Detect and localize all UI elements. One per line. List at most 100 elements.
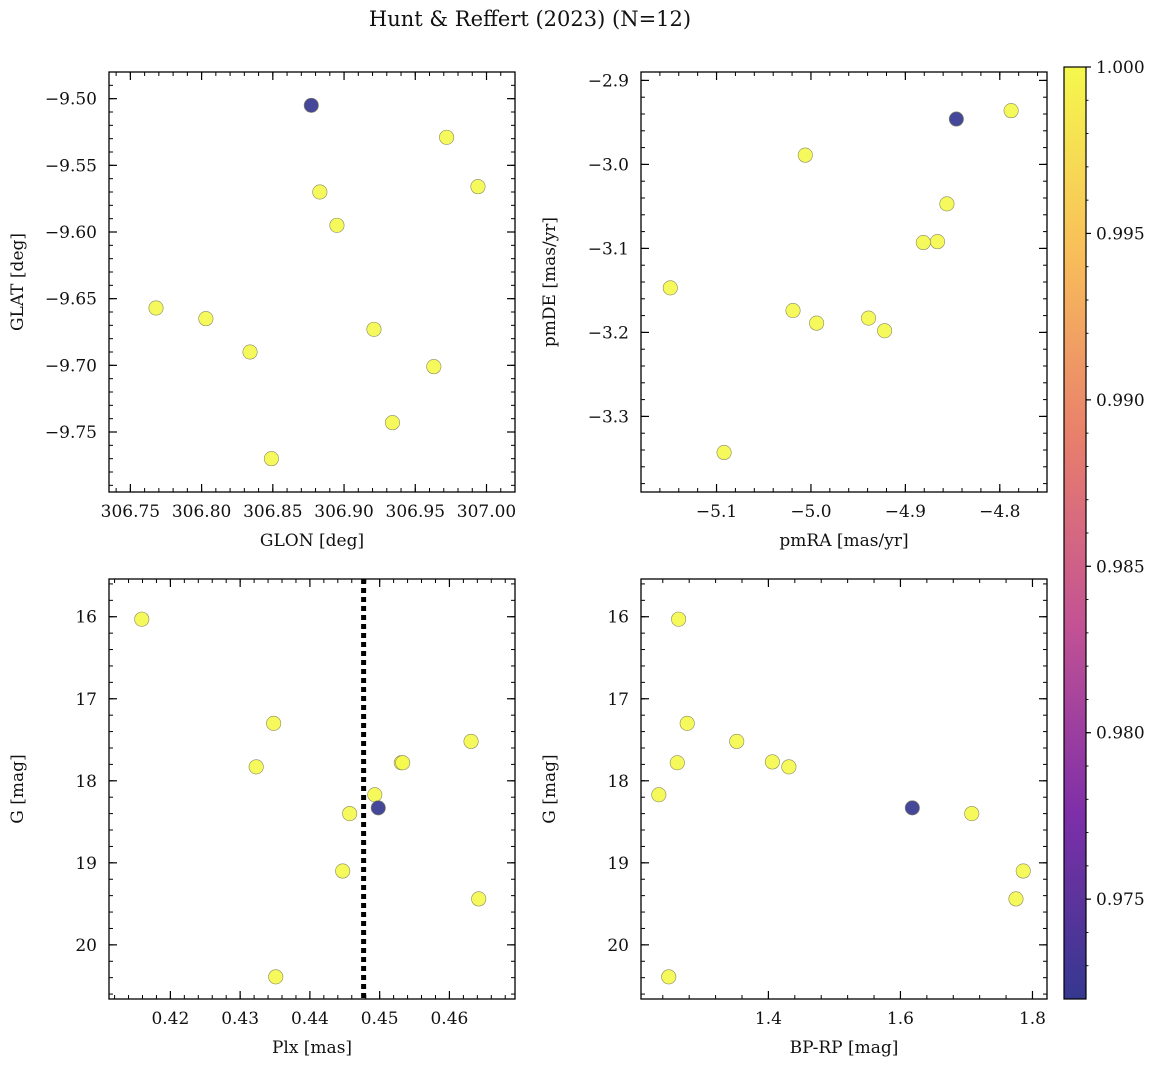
data-point [781, 759, 797, 775]
x-tick-label: −5.1 [696, 502, 737, 522]
plot-frame [108, 578, 516, 1000]
x-tick-label: −4.9 [885, 502, 926, 522]
data-point [329, 217, 345, 233]
x-tick-label: 1.6 [887, 1009, 914, 1029]
y-tick-label: 19 [607, 854, 629, 874]
y-tick-label: 17 [607, 690, 629, 710]
data-point [463, 733, 479, 749]
data-point [471, 891, 487, 907]
y-tick-label: 20 [75, 936, 97, 956]
colorbar-gradient [1063, 66, 1087, 1000]
y-tick-label: −3.3 [588, 407, 629, 427]
y-tick-label: −2.9 [588, 71, 629, 91]
y-tick-label: −9.60 [45, 223, 97, 243]
x-tick-label: 0.45 [361, 1009, 399, 1029]
data-point [268, 969, 284, 985]
data-point [335, 863, 351, 879]
x-axis-label: BP-RP [mag] [790, 1038, 899, 1058]
data-point [669, 755, 685, 771]
data-point [1015, 863, 1031, 879]
data-point [915, 235, 931, 251]
data-point [134, 611, 150, 627]
panel-plx-mag: 0.42 0.43 0.44 0.45 0.46 16 17 18 19 20 Plx [mas] G… [8, 578, 516, 1058]
data-point [764, 754, 780, 770]
y-tick-label: −3.0 [588, 155, 629, 175]
data-point [809, 315, 825, 331]
x-tick-label: −5.0 [790, 502, 831, 522]
panels: 306.75 306.80 306.85 306.90 306.95 307.00 −9.5… [8, 71, 1048, 1058]
data-point [651, 787, 667, 803]
data-point [861, 310, 877, 326]
plot-frame [640, 578, 1048, 1000]
y-axis-label: G [mag] [540, 754, 560, 823]
data-point [671, 611, 687, 627]
data-point [370, 800, 386, 816]
y-tick-label: −9.55 [45, 156, 97, 176]
y-tick-label: 19 [75, 854, 97, 874]
x-tick-label: 0.46 [430, 1009, 468, 1029]
y-tick-label: 18 [75, 772, 97, 792]
data-point [366, 321, 382, 337]
colorbar-tick-label: 0.980 [1096, 724, 1145, 744]
data-point [248, 759, 264, 775]
data-point [877, 323, 893, 339]
panel-cmd: 1.4 1.6 1.8 16 17 18 19 20 BP-RP [mag] G [mag] [540, 578, 1048, 1058]
data-point [384, 415, 400, 431]
y-tick-label: 16 [75, 608, 97, 628]
x-axis-label: pmRA [mas/yr] [779, 531, 908, 551]
y-tick-label: −3.1 [588, 239, 629, 259]
data-point [198, 311, 214, 327]
y-tick-label: −9.65 [45, 290, 97, 310]
x-tick-label: 1.8 [1019, 1009, 1046, 1029]
plot-frame [108, 71, 516, 493]
colorbar-tick-label: 0.985 [1096, 557, 1145, 577]
colorbar-tick-label: 1.000 [1096, 58, 1145, 78]
data-point [662, 280, 678, 296]
y-tick-label: 18 [607, 772, 629, 792]
colorbar-tick-label: 0.995 [1096, 224, 1145, 244]
x-tick-label: 307.00 [457, 502, 516, 522]
y-tick-label: 20 [607, 936, 629, 956]
x-tick-label: 306.95 [386, 502, 445, 522]
x-tick-label: 306.85 [243, 502, 302, 522]
data-point [148, 300, 164, 316]
colorbar-tick-label: 0.975 [1096, 890, 1145, 910]
data-point [661, 969, 677, 985]
y-axis-label: pmDE [mas/yr] [540, 217, 560, 347]
figure-title: Hunt & Reffert (2023) (N=12) [369, 7, 691, 31]
data-point [395, 755, 411, 771]
data-point [904, 800, 920, 816]
x-tick-label: 0.42 [151, 1009, 189, 1029]
data-point [242, 344, 258, 360]
data-point [342, 806, 358, 822]
y-axis-label: GLAT [deg] [8, 233, 28, 331]
y-axis-label: G [mag] [8, 754, 28, 823]
data-point [939, 196, 955, 212]
panel-position: 306.75 306.80 306.85 306.90 306.95 307.00 −9.5… [8, 71, 516, 551]
data-point [929, 234, 945, 250]
data-point [367, 787, 383, 803]
data-point [266, 715, 282, 731]
colorbar: 0.975 0.980 0.985 0.990 0.995 1.000 [1063, 58, 1145, 1000]
x-tick-label: 0.43 [221, 1009, 259, 1029]
data-point [439, 129, 455, 145]
panel-proper-motion: −5.1 −5.0 −4.9 −4.8 −2.9 −3.0 −3.1 −3.2 −3.3 pmRA… [540, 71, 1048, 551]
y-tick-label: −9.75 [45, 423, 97, 443]
x-tick-label: 1.4 [755, 1009, 782, 1029]
x-tick-label: 306.75 [101, 502, 160, 522]
data-point [303, 97, 319, 113]
x-tick-label: −4.8 [979, 502, 1020, 522]
data-point [948, 111, 964, 127]
data-point [716, 445, 732, 461]
y-tick-label: −3.2 [588, 323, 629, 343]
y-tick-label: 16 [607, 608, 629, 628]
data-point [263, 451, 279, 467]
x-tick-label: 306.90 [314, 502, 373, 522]
data-point [797, 147, 813, 163]
y-tick-label: 17 [75, 690, 97, 710]
data-point [679, 715, 695, 731]
data-point [426, 359, 442, 375]
x-axis-label: GLON [deg] [260, 531, 364, 551]
y-tick-label: −9.70 [45, 356, 97, 376]
